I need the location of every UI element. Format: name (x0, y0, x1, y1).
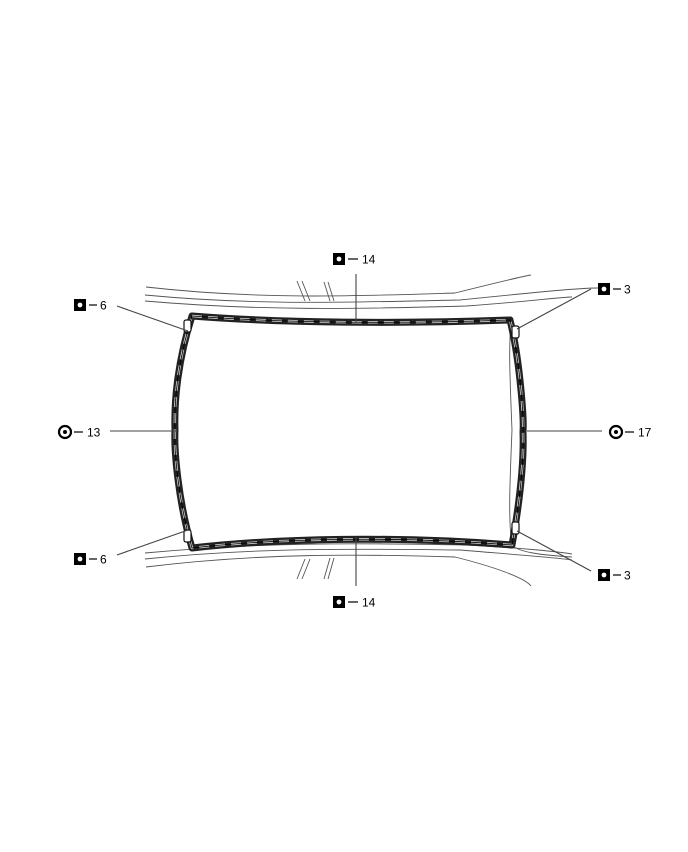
leader-bottom-right (516, 530, 592, 572)
roof-outline-top (144, 274, 599, 309)
clip-top-right (511, 325, 520, 339)
callout-right: 17 (608, 424, 652, 440)
callout-label: 13 (87, 426, 101, 440)
callout-label: 14 (362, 596, 376, 610)
callout-bottom-left: 6 (74, 553, 107, 567)
leader-bottom-left (116, 529, 189, 556)
fastener-circle-icon (57, 424, 73, 440)
callout-top-right: 3 (598, 283, 631, 297)
callout-label: 14 (362, 253, 376, 267)
callout-label: 3 (624, 283, 631, 297)
roof-weatherstrip-frame (171, 312, 527, 552)
callout-label: 3 (624, 569, 631, 583)
fastener-circle-icon (608, 424, 624, 440)
clip-top-left (183, 319, 192, 333)
callout-bottom: 14 (333, 596, 376, 610)
clip-bottom-left (183, 529, 192, 543)
leader-top-left (116, 305, 189, 332)
corner-clips (183, 319, 520, 543)
callout-label: 6 (100, 553, 107, 567)
clip-bottom-right (511, 521, 520, 535)
callout-label: 17 (638, 426, 652, 440)
callout-top: 14 (333, 253, 376, 267)
leader-lines (110, 274, 602, 586)
callout-bottom-right: 3 (598, 569, 631, 583)
callout-left: 13 (57, 424, 101, 440)
callout-label: 6 (100, 299, 107, 313)
callout-top-left: 6 (74, 299, 107, 313)
leader-top-right (516, 288, 592, 330)
